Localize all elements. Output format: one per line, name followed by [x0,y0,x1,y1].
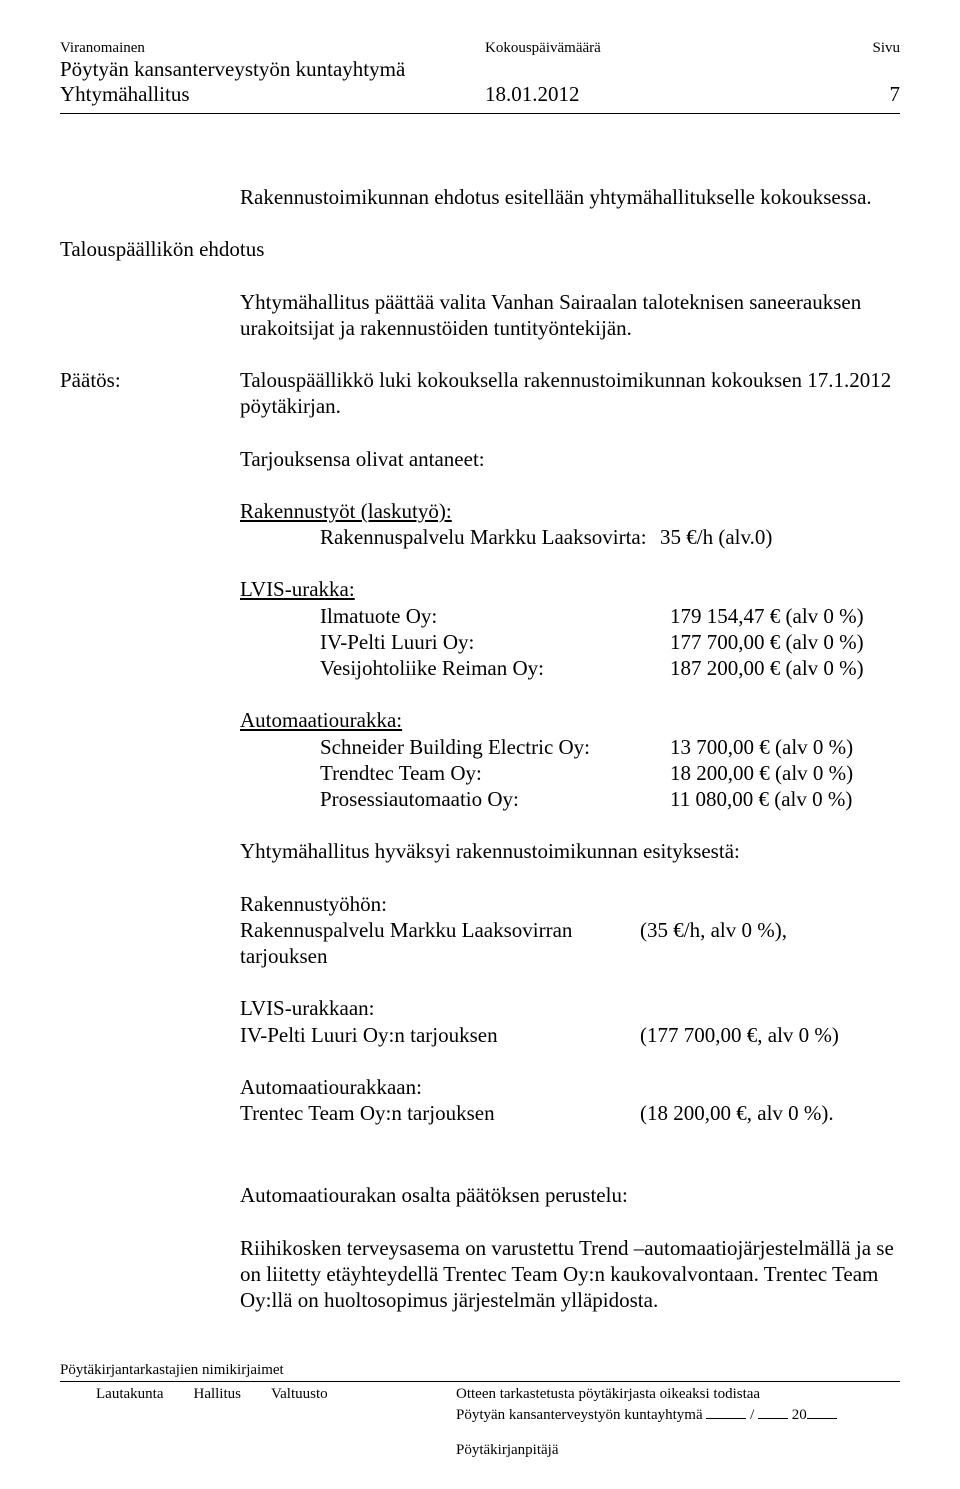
result-line: IV-Pelti Luuri Oy:n tarjouksen (177 700,… [240,1022,900,1048]
document-body: Rakennustoimikunnan ehdotus esitellään y… [60,184,900,1339]
tender-company: IV-Pelti Luuri Oy: [240,629,670,655]
footer-rule [60,1381,900,1382]
proposal-heading: Talouspäällikön ehdotus [60,236,900,262]
meeting-info-row: Yhtymähallitus 18.01.2012 7 [60,82,900,107]
tender-value: 179 154,47 € (alv 0 %) [670,603,900,629]
tender-row: IV-Pelti Luuri Oy: 177 700,00 € (alv 0 %… [240,629,900,655]
result-heading: LVIS-urakkaan: [240,995,900,1021]
result-company: Trentec Team Oy:n tarjouksen [240,1100,640,1126]
result-value: (18 200,00 €, alv 0 %). [640,1100,900,1126]
tender-company: Rakennuspalvelu Markku Laaksovirta: [240,524,660,550]
spacer [240,1152,900,1182]
tender-value: 11 080,00 € (alv 0 %) [670,786,900,812]
page-number: 7 [820,82,900,107]
result-line: Rakennuspalvelu Markku Laaksovirran tarj… [240,917,900,970]
tender-value: 187 200,00 € (alv 0 %) [670,655,900,681]
tender-company: Ilmatuote Oy: [240,603,670,629]
header-labels-row: Viranomainen Kokouspäivämäärä Sivu [60,40,900,57]
tender-row: Ilmatuote Oy: 179 154,47 € (alv 0 %) [240,603,900,629]
footer-org-prefix: Pöytyän kansanterveystyön kuntayhtymä [456,1407,703,1423]
justification-text: Riihikosken terveysasema on varustettu T… [240,1235,900,1314]
tender-company: Trendtec Team Oy: [240,760,670,786]
document-page: Viranomainen Kokouspäivämäärä Sivu Pöyty… [0,0,960,1489]
meeting-date: 18.01.2012 [395,82,820,107]
decision-text: Talouspäällikkö luki kokouksella rakennu… [240,367,900,420]
blank-year [807,1418,837,1419]
lvis-group: LVIS-urakka: Ilmatuote Oy: 179 154,47 € … [240,576,900,681]
intro-paragraph: Rakennustoimikunnan ehdotus esitellään y… [240,184,900,210]
footer-columns: Lautakunta Hallitus Valtuusto Otteen tar… [60,1386,900,1459]
footer-certify: Otteen tarkastetusta pöytäkirjasta oikea… [456,1386,900,1403]
approval-text: Yhtymähallitus hyväksyi rakennustoimikun… [240,838,900,864]
page-footer: Pöytäkirjantarkastajien nimikirjaimet La… [60,1362,900,1459]
result-heading: Automaatiourakkaan: [240,1074,900,1100]
page-header: Viranomainen Kokouspäivämäärä Sivu Pöyty… [60,40,900,114]
tender-value: 177 700,00 € (alv 0 %) [670,629,900,655]
proposal-text: Yhtymähallitus päättää valita Vanhan Sai… [240,289,900,342]
footer-col-lautakunta: Lautakunta [96,1386,163,1459]
tender-value: 13 700,00 € (alv 0 %) [670,734,900,760]
result-line: Trentec Team Oy:n tarjouksen (18 200,00 … [240,1100,900,1126]
blank-month [758,1418,788,1419]
construction-group: Rakennustyöt (laskutyö): Rakennuspalvelu… [240,498,900,551]
tender-row: Trendtec Team Oy: 18 200,00 € (alv 0 %) [240,760,900,786]
result-value: (35 €/h, alv 0 %), [640,917,900,970]
blank-day [706,1418,746,1419]
tender-value: 35 €/h (alv.0) [660,524,900,550]
tender-company: Prosessiautomaatio Oy: [240,786,670,812]
date-label: Kokouspäivämäärä [395,40,820,57]
authority-label: Viranomainen [60,40,395,57]
result-value: (177 700,00 €, alv 0 %) [640,1022,900,1048]
tender-value: 18 200,00 € (alv 0 %) [670,760,900,786]
result-construction: Rakennustyöhön: Rakennuspalvelu Markku L… [240,891,900,970]
tender-company: Vesijohtoliike Reiman Oy: [240,655,670,681]
footer-year-prefix: 20 [792,1407,807,1423]
tender-row: Schneider Building Electric Oy: 13 700,0… [240,734,900,760]
decision-content: Talouspäällikkö luki kokouksella rakennu… [240,367,900,1339]
tender-row: Vesijohtoliike Reiman Oy: 187 200,00 € (… [240,655,900,681]
lvis-heading: LVIS-urakka: [240,576,900,602]
decision-label: Päätös: [60,367,240,1339]
result-company: IV-Pelti Luuri Oy:n tarjouksen [240,1022,640,1048]
footer-col-hallitus: Hallitus [193,1386,241,1459]
organization-name: Pöytyän kansanterveystyön kuntayhtymä [60,57,900,82]
result-heading: Rakennustyöhön: [240,891,900,917]
decision-block: Päätös: Talouspäällikkö luki kokouksella… [60,367,900,1339]
automation-group: Automaatiourakka: Schneider Building Ele… [240,707,900,812]
header-rule [60,113,900,114]
footer-org-date: Pöytyän kansanterveystyön kuntayhtymä / … [456,1407,900,1424]
result-company: Rakennuspalvelu Markku Laaksovirran tarj… [240,917,640,970]
construction-heading: Rakennustyöt (laskutyö): [240,498,900,524]
footer-left: Lautakunta Hallitus Valtuusto [60,1386,456,1459]
page-label: Sivu [820,40,900,57]
tenders-intro: Tarjouksensa olivat antaneet: [240,446,900,472]
footer-signer: Pöytäkirjanpitäjä [456,1442,900,1459]
footer-col-valtuusto: Valtuusto [271,1386,328,1459]
justification-heading: Automaatiourakan osalta päätöksen perust… [240,1182,900,1208]
result-automation: Automaatiourakkaan: Trentec Team Oy:n ta… [240,1074,900,1127]
result-lvis: LVIS-urakkaan: IV-Pelti Luuri Oy:n tarjo… [240,995,900,1048]
footer-initials-label: Pöytäkirjantarkastajien nimikirjaimet [60,1362,900,1379]
body-name: Yhtymähallitus [60,82,395,107]
tender-row: Prosessiautomaatio Oy: 11 080,00 € (alv … [240,786,900,812]
tender-company: Schneider Building Electric Oy: [240,734,670,760]
automation-heading: Automaatiourakka: [240,707,900,733]
footer-right: Otteen tarkastetusta pöytäkirjasta oikea… [456,1386,900,1459]
tender-row: Rakennuspalvelu Markku Laaksovirta: 35 €… [240,524,900,550]
